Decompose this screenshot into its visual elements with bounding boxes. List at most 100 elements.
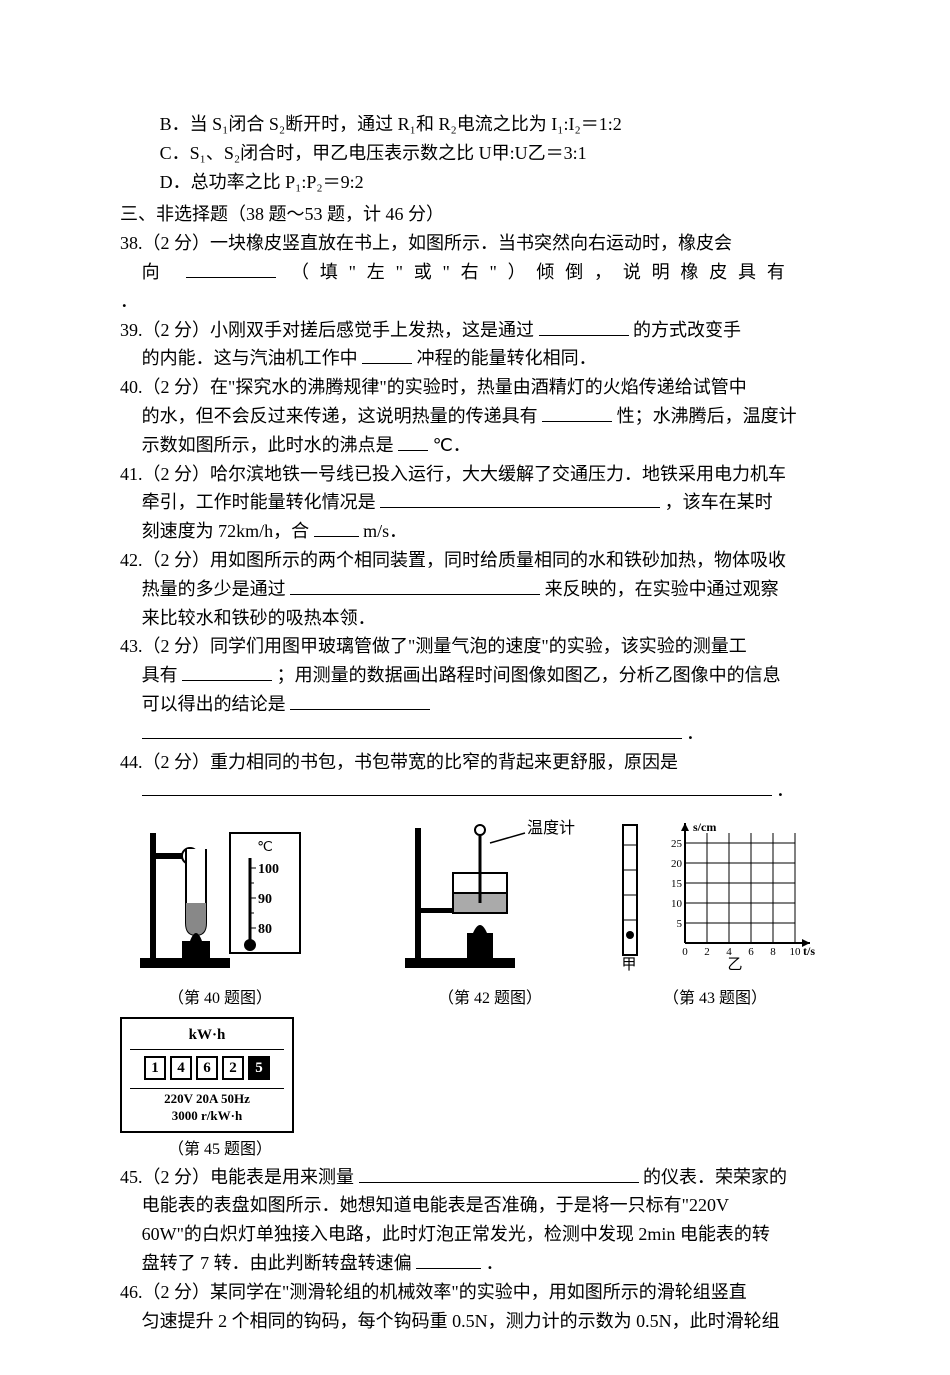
meter-unit: kW·h: [130, 1023, 284, 1050]
figure-43-caption: （第 43 题图）: [610, 986, 820, 1012]
blank-q45-1[interactable]: [359, 1164, 639, 1183]
q38-line2: 向 （填"左"或"右"）倾倒，说明橡皮具有: [120, 258, 950, 287]
q45a-post: 的仪表．荣荣家的: [643, 1167, 787, 1187]
section-3-title: 三、非选择题（38 题～53 题，计 46 分）: [120, 200, 950, 229]
meter-d1: 4: [170, 1056, 192, 1080]
svg-text:甲: 甲: [621, 957, 636, 973]
figure-43: s/cm t/s 5 10 15 20 25 0 2 4 6 8 10: [610, 813, 820, 1011]
q43-line3: 可以得出的结论是: [120, 690, 950, 719]
blank-q41-1[interactable]: [380, 489, 660, 508]
distance-time-chart: s/cm t/s 5 10 15 20 25 0 2 4 6 8 10: [615, 813, 815, 973]
energy-meter-icon: kW·h 1 4 6 2 5 220V 20A 50Hz 3000 r/kW·h: [120, 1017, 294, 1133]
q38-dot: ．: [120, 287, 950, 316]
q41-line1: 41.（2 分）哈尔滨地铁一号线已投入运行，大大缓解了交通压力．地铁采用电力机车: [120, 460, 950, 489]
svg-text:80: 80: [258, 922, 272, 937]
q40c-post: ℃．: [433, 435, 471, 455]
opt-b: B．当 S₁闭合 S₂断开时，通过 R₁和 R₂电流之比为 I₁:I₂＝1:2: [120, 110, 950, 139]
q41c-post: m/s．: [363, 521, 407, 541]
svg-text:10: 10: [790, 946, 802, 958]
svg-text:20: 20: [671, 858, 683, 870]
meter-d4: 5: [248, 1056, 270, 1080]
q39a: 39.（2 分）小刚双手对搓后感觉手上发热，这是通过: [120, 320, 534, 340]
q38-post: （填"左"或"右"）倾倒，说明橡皮具有: [291, 262, 796, 282]
q40c-pre: 示数如图所示，此时水的沸点是: [142, 435, 394, 455]
q39b-post: 冲程的能量转化相同．: [417, 348, 597, 368]
svg-text:25: 25: [671, 838, 683, 850]
q43b-pre: 具有: [142, 665, 178, 685]
q40b-pre: 的水，但不会反过来传递，这说明热量的传递具有: [142, 406, 538, 426]
blank-q40-2[interactable]: [398, 432, 428, 451]
opt-d: D．总功率之比 P₁:P₂＝9:2: [120, 168, 950, 197]
q42b-pre: 热量的多少是通过: [142, 579, 286, 599]
figures-row: ℃ 100 90 80 （第 40 题图）: [120, 813, 950, 1163]
meter-spec: 220V 20A 50Hz 3000 r/kW·h: [130, 1088, 284, 1125]
svg-text:2: 2: [704, 946, 710, 958]
blank-q44-1[interactable]: [142, 777, 772, 796]
figure-40-caption: （第 40 题图）: [120, 986, 320, 1012]
q39b-pre: 的内能．这与汽油机工作中: [142, 348, 358, 368]
q42b-post: 来反映的，在实验中通过观察: [545, 579, 779, 599]
q44b-post: ．: [776, 780, 794, 800]
svg-text:8: 8: [770, 946, 776, 958]
q45-line3: 60W"的白炽灯单独接入电路，此时灯泡正常发光，检测中发现 2min 电能表的转: [120, 1220, 950, 1249]
meter-spec1: 220V 20A 50Hz: [130, 1091, 284, 1108]
q40-line1: 40.（2 分）在"探究水的沸腾规律"的实验时，热量由酒精灯的火焰传递给试管中: [120, 373, 950, 402]
q43b-mid: ；用测量的数据画出路程时间图像如图乙，分析乙图像中的信息: [277, 665, 781, 685]
q38-pre: 向: [142, 262, 171, 282]
meter-d2: 6: [196, 1056, 218, 1080]
blank-q41-2[interactable]: [314, 518, 359, 537]
q39-line2: 的内能．这与汽油机工作中 冲程的能量转化相同．: [120, 344, 950, 373]
q44-line2: ．: [120, 776, 950, 805]
blank-q38-1[interactable]: [186, 259, 276, 278]
meter-d3: 2: [222, 1056, 244, 1080]
figure-42: 温度计 （第 42 题图）: [390, 813, 590, 1011]
q45d-post: ．: [486, 1253, 504, 1273]
svg-text:0: 0: [682, 946, 688, 958]
q46-line2: 匀速提升 2 个相同的钩码，每个钩码重 0.5N，测力计的示数为 0.5N，此时…: [120, 1307, 950, 1336]
q45-line4: 盘转了 7 转．由此判断转盘转速偏 ．: [120, 1249, 950, 1278]
q40b-mid: 性；水沸腾后，温度计: [617, 406, 797, 426]
svg-text:s/cm: s/cm: [693, 820, 716, 834]
svg-text:90: 90: [258, 892, 272, 907]
q42-line2: 热量的多少是通过 来反映的，在实验中通过观察: [120, 575, 950, 604]
meter-d0: 1: [144, 1056, 166, 1080]
blank-q43-2[interactable]: [290, 691, 430, 710]
meter-digits: 1 4 6 2 5: [122, 1054, 292, 1084]
q41c-pre: 刻速度为 72km/h，合: [142, 521, 310, 541]
q45d-pre: 盘转了 7 转．由此判断转盘转速偏: [142, 1253, 412, 1273]
q44-line1: 44.（2 分）重力相同的书包，书包带宽的比窄的背起来更舒服，原因是: [120, 748, 950, 777]
blank-q42-1[interactable]: [290, 576, 540, 595]
svg-text:温度计: 温度计: [527, 819, 575, 837]
q43-line1: 43.（2 分）同学们用图甲玻璃管做了"测量气泡的速度"的实验，该实验的测量工: [120, 632, 950, 661]
boiling-apparatus-icon: ℃ 100 90 80: [130, 813, 310, 973]
q41-line2: 牵引，工作时能量转化情况是 ，该车在某时: [120, 488, 950, 517]
svg-text:t/s: t/s: [803, 944, 815, 958]
q46-line1: 46.（2 分）某同学在"测滑轮组的机械效率"的实验中，用如图所示的滑轮组竖直: [120, 1278, 950, 1307]
svg-text:10: 10: [671, 898, 683, 910]
q45-line2: 电能表的表盘如图所示．她想知道电能表是否准确，于是将一只标有"220V: [120, 1191, 950, 1220]
figure-45-caption: （第 45 题图）: [120, 1137, 320, 1163]
svg-text:100: 100: [258, 862, 279, 877]
svg-text:6: 6: [748, 946, 754, 958]
q41b-post: ，该车在某时: [665, 492, 773, 512]
blank-q39-1[interactable]: [539, 317, 629, 336]
q43c-pre: 可以得出的结论是: [142, 694, 286, 714]
q45a-pre: 45.（2 分）电能表是用来测量: [120, 1167, 354, 1187]
q39-line1: 39.（2 分）小刚双手对搓后感觉手上发热，这是通过 的方式改变手: [120, 316, 950, 345]
svg-text:℃: ℃: [257, 840, 273, 855]
svg-text:15: 15: [671, 878, 683, 890]
blank-q40-1[interactable]: [542, 403, 612, 422]
figure-40: ℃ 100 90 80 （第 40 题图）: [120, 813, 320, 1011]
blank-q45-2[interactable]: [416, 1250, 481, 1269]
svg-text:5: 5: [677, 918, 683, 930]
q42-line1: 42.（2 分）用如图所示的两个相同装置，同时给质量相同的水和铁砂加热，物体吸收: [120, 546, 950, 575]
blank-q43-3[interactable]: [142, 720, 682, 739]
q43-line4: ．: [120, 719, 950, 748]
heating-apparatus-icon: 温度计: [395, 813, 585, 973]
q40-line2: 的水，但不会反过来传递，这说明热量的传递具有 性；水沸腾后，温度计: [120, 402, 950, 431]
q41b-pre: 牵引，工作时能量转化情况是: [142, 492, 376, 512]
blank-q43-1[interactable]: [182, 662, 272, 681]
figure-45: kW·h 1 4 6 2 5 220V 20A 50Hz 3000 r/kW·h…: [120, 1017, 320, 1162]
blank-q39-2[interactable]: [362, 345, 412, 364]
q45-line1: 45.（2 分）电能表是用来测量 的仪表．荣荣家的: [120, 1163, 950, 1192]
